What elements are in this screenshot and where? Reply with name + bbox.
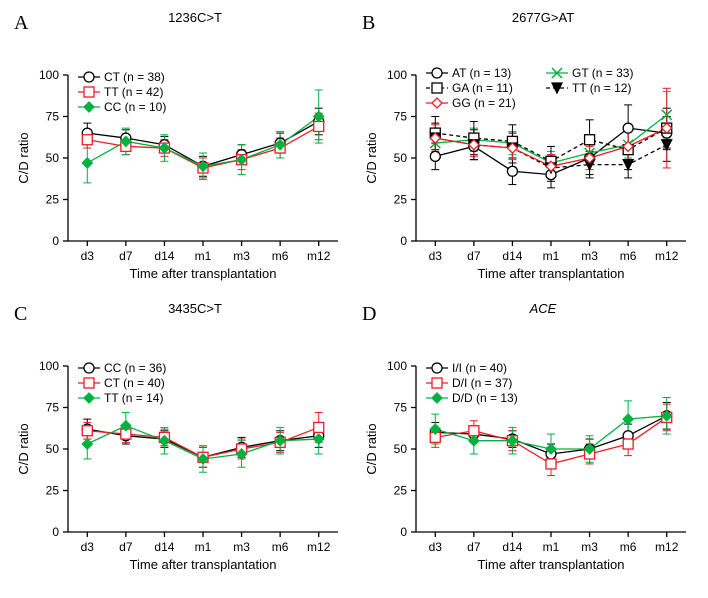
- panel-title: 1236C>T: [40, 10, 350, 25]
- svg-text:d7: d7: [467, 249, 481, 263]
- panel-label: A: [14, 12, 28, 35]
- svg-text:m6: m6: [272, 540, 289, 554]
- panel-a: A 1236C>T 0 25 50 75 100 d3 d7 d14 m1 m3 m6 m12 Time a…: [10, 10, 350, 297]
- svg-text:25: 25: [394, 193, 408, 207]
- svg-text:D/D (n = 13): D/D (n = 13): [452, 391, 518, 405]
- panel-title: ACE: [388, 301, 698, 316]
- svg-text:C/D ratio: C/D ratio: [364, 423, 379, 474]
- panel-label: D: [362, 303, 376, 326]
- svg-text:d7: d7: [119, 249, 133, 263]
- svg-text:25: 25: [394, 484, 408, 498]
- svg-text:C/D ratio: C/D ratio: [16, 132, 31, 183]
- svg-text:m6: m6: [620, 249, 637, 263]
- svg-text:m3: m3: [233, 540, 250, 554]
- svg-text:75: 75: [394, 401, 408, 415]
- svg-text:75: 75: [394, 110, 408, 124]
- svg-text:d7: d7: [467, 540, 481, 554]
- svg-text:m12: m12: [307, 540, 331, 554]
- panel-title: 3435C>T: [40, 301, 350, 316]
- panel-label: C: [14, 303, 27, 326]
- svg-text:TT (n = 12): TT (n = 12): [572, 81, 631, 95]
- svg-text:TT (n = 14): TT (n = 14): [104, 391, 163, 405]
- svg-text:0: 0: [52, 234, 59, 248]
- svg-text:CT (n = 38): CT (n = 38): [104, 70, 165, 84]
- svg-text:d3: d3: [429, 249, 443, 263]
- svg-text:100: 100: [387, 68, 407, 82]
- panel-title: 2677G>AT: [388, 10, 698, 25]
- svg-text:75: 75: [46, 110, 60, 124]
- panel-c: C 3435C>T 0 25 50 75 100 d3 d7 d14 m1 m3 m6 m12 Time a…: [10, 301, 350, 588]
- svg-text:50: 50: [394, 151, 408, 165]
- svg-text:AT (n = 13): AT (n = 13): [452, 66, 511, 80]
- chart-b: 0 25 50 75 100 d3 d7 d14 m1 m3 m6 m12 Time after tra…: [358, 27, 698, 297]
- svg-text:m3: m3: [581, 540, 598, 554]
- svg-text:m3: m3: [581, 249, 598, 263]
- svg-text:I/I (n = 40): I/I (n = 40): [452, 361, 507, 375]
- svg-text:0: 0: [52, 525, 59, 539]
- svg-text:Time after transplantation: Time after transplantation: [478, 557, 625, 572]
- svg-text:25: 25: [46, 193, 60, 207]
- svg-text:C/D ratio: C/D ratio: [364, 132, 379, 183]
- svg-text:d14: d14: [154, 249, 174, 263]
- svg-text:d3: d3: [81, 249, 95, 263]
- panel-d: D ACE 0 25 50 75 100 d3 d7 d14 m1 m3 m6 m12 Time after…: [358, 301, 698, 588]
- svg-text:50: 50: [394, 442, 408, 456]
- svg-text:m12: m12: [655, 249, 679, 263]
- svg-text:d7: d7: [119, 540, 133, 554]
- svg-text:CC (n = 10): CC (n = 10): [104, 100, 166, 114]
- svg-text:m6: m6: [272, 249, 289, 263]
- svg-text:GG (n = 21): GG (n = 21): [452, 96, 516, 110]
- svg-text:Time after transplantation: Time after transplantation: [130, 266, 277, 281]
- svg-text:CC (n = 36): CC (n = 36): [104, 361, 166, 375]
- svg-text:100: 100: [39, 359, 59, 373]
- svg-text:CT (n = 40): CT (n = 40): [104, 376, 165, 390]
- svg-text:Time after transplantation: Time after transplantation: [130, 557, 277, 572]
- svg-text:0: 0: [400, 234, 407, 248]
- svg-text:TT (n = 42): TT (n = 42): [104, 85, 163, 99]
- svg-text:m12: m12: [307, 249, 331, 263]
- svg-text:75: 75: [46, 401, 60, 415]
- svg-text:GT (n = 33): GT (n = 33): [572, 66, 633, 80]
- svg-text:C/D ratio: C/D ratio: [16, 423, 31, 474]
- svg-text:m12: m12: [655, 540, 679, 554]
- svg-text:m1: m1: [195, 540, 212, 554]
- svg-text:m6: m6: [620, 540, 637, 554]
- svg-text:d14: d14: [502, 540, 522, 554]
- chart-c: 0 25 50 75 100 d3 d7 d14 m1 m3 m6 m12 Time after tra…: [10, 318, 350, 588]
- svg-text:d3: d3: [81, 540, 95, 554]
- chart-a: 0 25 50 75 100 d3 d7 d14 m1 m3 m6 m12 Time after tra…: [10, 27, 350, 297]
- svg-text:Time after transplantation: Time after transplantation: [478, 266, 625, 281]
- svg-text:m1: m1: [195, 249, 212, 263]
- svg-text:100: 100: [39, 68, 59, 82]
- svg-text:m1: m1: [543, 540, 560, 554]
- panel-b: B 2677G>AT 0 25 50 75 100 d3 d7 d14 m1 m3 m6 m12 Time …: [358, 10, 698, 297]
- chart-d: 0 25 50 75 100 d3 d7 d14 m1 m3 m6 m12 Time after tra…: [358, 318, 698, 588]
- svg-text:m1: m1: [543, 249, 560, 263]
- svg-text:50: 50: [46, 442, 60, 456]
- svg-text:50: 50: [46, 151, 60, 165]
- svg-text:25: 25: [46, 484, 60, 498]
- svg-text:d14: d14: [154, 540, 174, 554]
- svg-text:d14: d14: [502, 249, 522, 263]
- svg-text:0: 0: [400, 525, 407, 539]
- panel-label: B: [362, 12, 375, 35]
- svg-text:D/I (n = 37): D/I (n = 37): [452, 376, 512, 390]
- svg-text:d3: d3: [429, 540, 443, 554]
- svg-text:100: 100: [387, 359, 407, 373]
- svg-text:GA (n = 11): GA (n = 11): [452, 81, 513, 95]
- svg-text:m3: m3: [233, 249, 250, 263]
